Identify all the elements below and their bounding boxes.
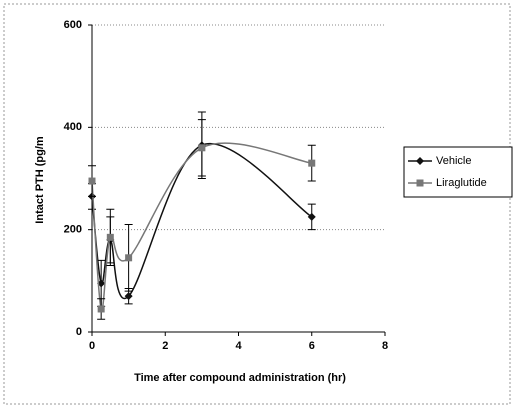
- chart-border: [3, 3, 511, 405]
- x-tick-label: 6: [309, 340, 315, 352]
- series-line: [91, 142, 312, 311]
- legend-label: Vehicle: [436, 155, 471, 167]
- x-axis-label: Time after compound administration (hr): [134, 372, 346, 384]
- marker: [124, 292, 133, 301]
- legend-box: [403, 146, 513, 198]
- marker: [308, 159, 316, 167]
- y-tick-label: 0: [76, 326, 82, 338]
- marker: [125, 254, 133, 262]
- legend-marker: [416, 157, 424, 165]
- x-tick-label: 0: [89, 340, 95, 352]
- y-tick-label: 400: [64, 121, 82, 133]
- x-tick-label: 8: [382, 340, 388, 352]
- marker: [307, 212, 316, 221]
- marker: [198, 144, 206, 152]
- marker: [88, 177, 96, 185]
- marker: [97, 305, 105, 313]
- x-tick-label: 2: [162, 340, 168, 352]
- legend-label: Liraglutide: [436, 177, 487, 189]
- y-axis-label: Intact PTH (pg/m: [34, 136, 46, 224]
- legend-marker: [416, 179, 424, 187]
- y-tick-label: 600: [64, 19, 82, 31]
- marker: [106, 233, 114, 241]
- x-tick-label: 4: [235, 340, 242, 352]
- y-tick-label: 200: [64, 224, 82, 236]
